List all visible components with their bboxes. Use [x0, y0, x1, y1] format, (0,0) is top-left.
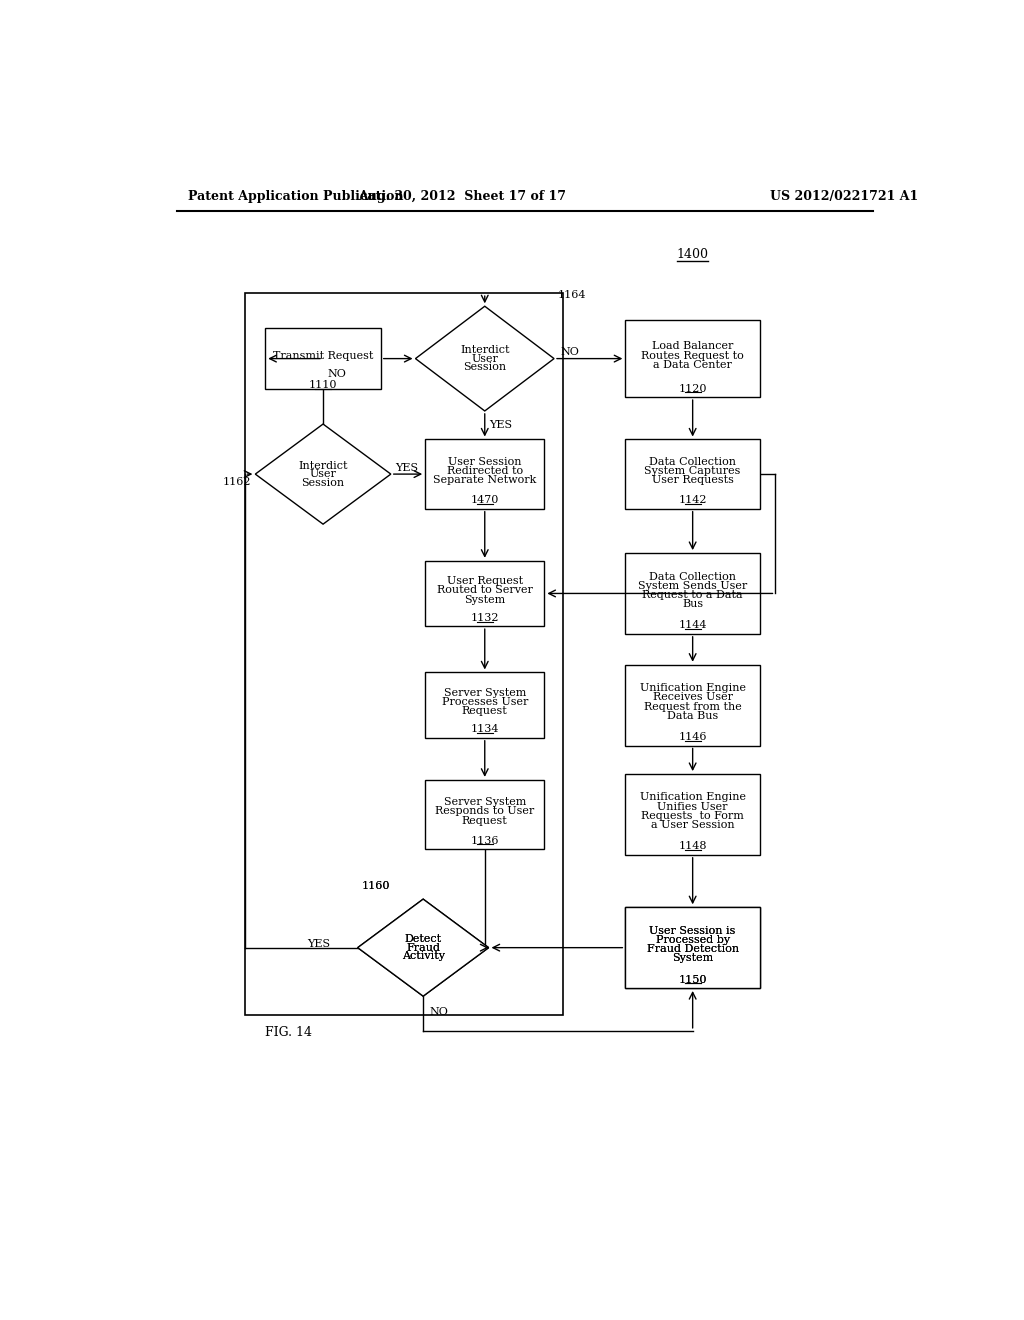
Text: 1470: 1470	[471, 495, 499, 506]
Text: FIG. 14: FIG. 14	[265, 1026, 312, 1039]
Bar	[265, 327, 381, 389]
Bar	[245, 293, 563, 1015]
Text: System: System	[464, 594, 506, 605]
Text: Processes User: Processes User	[441, 697, 528, 708]
Text: Unifies User: Unifies User	[657, 801, 728, 812]
Text: Processed by: Processed by	[655, 935, 730, 945]
Text: User: User	[309, 469, 337, 479]
Text: Interdict: Interdict	[460, 345, 510, 355]
Text: 1142: 1142	[679, 495, 707, 506]
Text: 1160: 1160	[361, 882, 390, 891]
Text: 1164: 1164	[558, 290, 587, 300]
Polygon shape	[416, 306, 554, 411]
Text: NO: NO	[328, 370, 346, 379]
Text: Fraud: Fraud	[407, 942, 440, 953]
Text: 1136: 1136	[470, 836, 499, 846]
Text: Receives User: Receives User	[652, 693, 732, 702]
Text: 1150: 1150	[679, 974, 707, 985]
Bar	[425, 780, 545, 849]
Text: 1110: 1110	[309, 380, 337, 389]
Text: a Data Center: a Data Center	[653, 360, 732, 370]
Text: 1160: 1160	[361, 882, 390, 891]
Text: 1150: 1150	[679, 974, 707, 985]
Text: User: User	[471, 354, 499, 363]
Text: YES: YES	[489, 420, 512, 430]
Text: 1134: 1134	[470, 725, 499, 734]
Text: Fraud Detection: Fraud Detection	[646, 944, 738, 954]
Bar	[425, 440, 545, 508]
Text: Routes Request to: Routes Request to	[641, 351, 744, 360]
Text: User Session is: User Session is	[649, 925, 736, 936]
Text: Unification Engine: Unification Engine	[640, 684, 745, 693]
Bar	[425, 561, 545, 626]
Bar	[626, 665, 760, 746]
Text: Redirected to: Redirected to	[446, 466, 523, 477]
Text: Unification Engine: Unification Engine	[640, 792, 745, 803]
Text: 1132: 1132	[470, 612, 499, 623]
Polygon shape	[255, 424, 391, 524]
Text: Requests  to Form: Requests to Form	[641, 810, 744, 821]
Text: Fraud: Fraud	[407, 942, 440, 953]
Text: a User Session: a User Session	[651, 820, 734, 830]
Text: Server System: Server System	[443, 688, 526, 698]
Text: 1146: 1146	[679, 733, 707, 742]
Text: Request: Request	[462, 706, 508, 717]
Text: Detect: Detect	[404, 935, 441, 944]
Text: Load Balancer: Load Balancer	[652, 342, 733, 351]
Polygon shape	[357, 899, 488, 997]
Text: Interdict: Interdict	[298, 461, 348, 471]
Text: Activity: Activity	[401, 952, 444, 961]
Text: NO: NO	[560, 347, 580, 358]
Bar	[626, 774, 760, 855]
Bar	[626, 553, 760, 634]
Text: System Captures: System Captures	[644, 466, 740, 477]
Text: Fraud Detection: Fraud Detection	[646, 944, 738, 954]
Text: User Session is: User Session is	[649, 925, 736, 936]
Text: Request to a Data: Request to a Data	[642, 590, 743, 601]
Text: Session: Session	[463, 362, 506, 372]
Text: Request: Request	[462, 816, 508, 825]
Text: System: System	[672, 953, 714, 964]
Text: System Sends User: System Sends User	[638, 581, 748, 591]
Bar	[425, 672, 545, 738]
Text: Data Collection: Data Collection	[649, 457, 736, 467]
Text: 1120: 1120	[679, 384, 707, 393]
Text: Transmit Request: Transmit Request	[272, 351, 373, 360]
Text: User Requests: User Requests	[651, 475, 733, 486]
Text: User Request: User Request	[446, 576, 523, 586]
Bar	[626, 440, 760, 508]
Text: 1144: 1144	[679, 620, 707, 631]
Text: Detect: Detect	[404, 935, 441, 944]
Text: Request from the: Request from the	[644, 702, 741, 711]
Text: System: System	[672, 953, 714, 964]
Text: 1162: 1162	[223, 477, 252, 487]
Text: Routed to Server: Routed to Server	[437, 585, 532, 595]
Text: Patent Application Publication: Patent Application Publication	[188, 190, 403, 203]
Text: User Session: User Session	[449, 457, 521, 467]
Text: Aug. 30, 2012  Sheet 17 of 17: Aug. 30, 2012 Sheet 17 of 17	[357, 190, 565, 203]
Bar	[626, 907, 760, 989]
Text: Responds to User: Responds to User	[435, 807, 535, 816]
Text: NO: NO	[429, 1007, 449, 1016]
Text: Data Collection: Data Collection	[649, 572, 736, 582]
Bar	[626, 907, 760, 989]
Text: Activity: Activity	[401, 952, 444, 961]
Text: Processed by: Processed by	[655, 935, 730, 945]
Text: 1400: 1400	[677, 248, 709, 261]
Bar	[626, 321, 760, 397]
Text: YES: YES	[394, 463, 418, 473]
Text: YES: YES	[307, 939, 331, 949]
Text: Bus: Bus	[682, 599, 703, 610]
Text: Separate Network: Separate Network	[433, 475, 537, 486]
Text: Server System: Server System	[443, 797, 526, 807]
Text: 1148: 1148	[679, 841, 707, 851]
Text: Data Bus: Data Bus	[667, 711, 718, 721]
Polygon shape	[357, 899, 488, 997]
Text: Session: Session	[301, 478, 345, 487]
Text: US 2012/0221721 A1: US 2012/0221721 A1	[770, 190, 918, 203]
